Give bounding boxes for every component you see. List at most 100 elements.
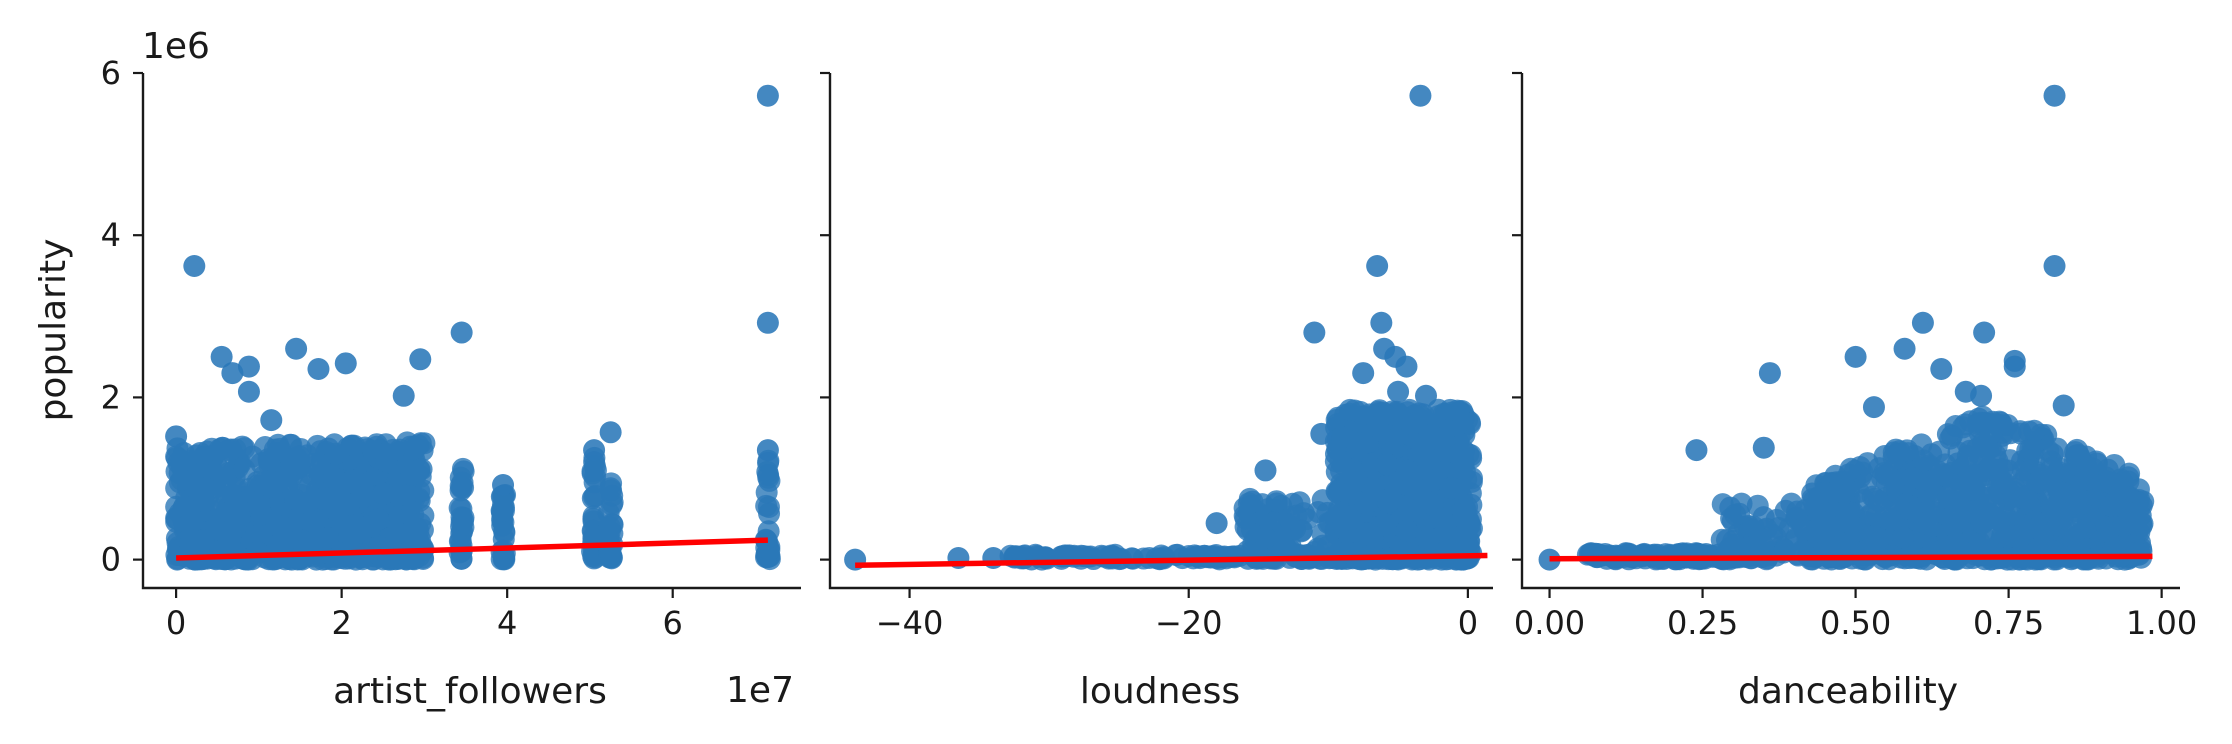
cloud-point <box>356 515 379 538</box>
x-axis-label-artist-followers: artist_followers <box>333 671 607 712</box>
cloud-point <box>600 544 623 567</box>
cloud-point <box>2062 530 2085 553</box>
cloud-point <box>165 495 188 518</box>
x-axis-label-loudness: loudness <box>1080 671 1240 712</box>
y-tick-label: 4 <box>101 216 121 254</box>
cloud-point <box>189 442 212 465</box>
cloud-point <box>1362 480 1385 503</box>
cloud-point <box>493 521 516 544</box>
cloud-point <box>219 438 242 461</box>
x-tick-label: 0.50 <box>1820 604 1891 642</box>
cloud-point <box>2065 444 2088 467</box>
cloud-point <box>1598 544 1621 567</box>
data-point <box>260 409 283 432</box>
cloud-point <box>233 458 256 481</box>
cloud-point <box>1435 541 1458 564</box>
x-tick-label: 0 <box>1458 604 1478 642</box>
cloud-point <box>1945 496 1968 519</box>
cloud-point <box>352 486 375 509</box>
cloud-point <box>601 522 624 545</box>
cloud-point <box>386 521 409 544</box>
cloud-point <box>1934 453 1957 476</box>
cloud-point <box>192 529 215 552</box>
cloud-point <box>2023 419 2046 442</box>
ticks-danceability: 0.00 0.25 0.50 0.75 1.00 <box>1512 71 2197 642</box>
cloud-point <box>382 438 405 461</box>
x-tick-label: −40 <box>876 604 944 642</box>
cloud-point <box>1366 415 1389 438</box>
cloud-point <box>2050 481 2073 504</box>
cloud-point <box>259 470 282 493</box>
cloud-point <box>1972 431 1995 454</box>
cloud-point <box>452 476 475 499</box>
cloud-point <box>1361 525 1384 548</box>
cloud-point <box>1822 481 1845 504</box>
cloud-point <box>258 454 281 477</box>
cloud-point <box>1276 538 1299 561</box>
regression-line-danceability <box>1549 553 2153 562</box>
data-point <box>221 362 244 385</box>
cloud-point <box>300 509 323 532</box>
cloud-point <box>1452 439 1475 462</box>
cloud-point <box>2070 489 2093 512</box>
cloud-point <box>1329 450 1352 473</box>
cloud-point <box>1803 499 1826 522</box>
cloud-point <box>326 499 349 522</box>
cloud-point <box>218 501 241 524</box>
cloud-point <box>2032 521 2055 544</box>
cloud-point <box>2046 460 2069 483</box>
cloud-point <box>448 496 471 519</box>
cloud-point <box>1970 411 1993 434</box>
cloud-point <box>1440 477 1463 500</box>
cloud-point <box>1812 522 1835 545</box>
regression-line-loudness <box>855 552 1488 569</box>
cloud-point <box>343 434 366 457</box>
cloud-point <box>1461 467 1484 490</box>
cloud-point <box>324 442 347 465</box>
cloud-point <box>316 527 339 550</box>
cloud-point <box>1912 449 1935 472</box>
x-tick-label: 4 <box>497 604 517 642</box>
cloud-point <box>1686 543 1709 566</box>
data-point <box>1370 311 1393 334</box>
cloud-point <box>1896 439 1919 462</box>
data-point <box>285 337 308 360</box>
data-point <box>1752 436 1775 459</box>
data-point <box>165 425 188 448</box>
data-point <box>756 84 779 107</box>
cloud-point <box>1439 398 1462 421</box>
cloud-point <box>1356 431 1379 454</box>
data-point <box>183 255 206 278</box>
ticks-loudness: −40 −20 0 <box>820 71 1478 642</box>
cloud-point <box>372 482 395 505</box>
data-point <box>1538 548 1561 571</box>
cloud-point <box>334 472 357 495</box>
data-point <box>237 355 260 378</box>
data-point <box>583 439 606 462</box>
x-tick-label: −20 <box>1155 604 1223 642</box>
cloud-point <box>170 468 193 491</box>
cloud-point <box>1868 457 1891 480</box>
cloud-point <box>1724 533 1747 556</box>
cloud-point <box>1237 492 1260 515</box>
data-point <box>1415 384 1438 407</box>
cloud-point <box>194 477 217 500</box>
cloud-point <box>237 548 260 571</box>
x-tick-label: 2 <box>331 604 351 642</box>
data-point <box>2043 84 2066 107</box>
x-tick-label: 0.00 <box>1514 604 1585 642</box>
x-tick-label: 6 <box>663 604 683 642</box>
data-point <box>334 352 357 375</box>
axis-spines-danceability <box>1520 73 2180 590</box>
y-tick-label: 2 <box>101 378 121 416</box>
cloud-point <box>1986 413 2009 436</box>
cloud-point <box>599 477 622 500</box>
data-point <box>1930 358 1953 381</box>
highlight-points-artist-followers <box>165 84 779 496</box>
cloud-point <box>1861 485 1884 508</box>
data-point <box>756 439 779 462</box>
data-point <box>450 321 473 344</box>
cloud-point <box>2118 462 2141 485</box>
cloud-point <box>336 515 359 538</box>
data-point <box>1862 396 1885 419</box>
